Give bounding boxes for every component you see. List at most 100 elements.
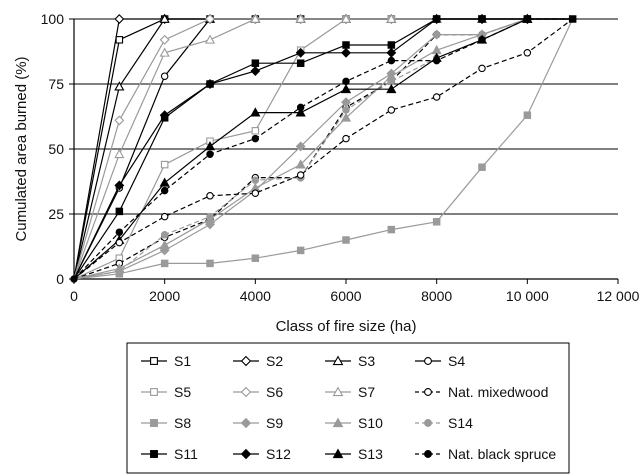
legend-item-s14: S14 bbox=[415, 415, 473, 431]
data-point bbox=[342, 236, 350, 244]
data-point bbox=[295, 141, 306, 152]
data-point bbox=[295, 13, 306, 23]
legend-box bbox=[126, 342, 570, 474]
x-tick-label: 12 000 bbox=[597, 288, 640, 304]
legend-item-nat-black-spruce: Nat. black spruce bbox=[415, 446, 556, 462]
legend-item-s3: S3 bbox=[325, 353, 375, 369]
data-point bbox=[478, 36, 486, 44]
x-tick-label: 10 000 bbox=[506, 288, 549, 304]
series-line bbox=[73, 18, 573, 280]
legend-label: S5 bbox=[174, 384, 191, 400]
legend-label: S10 bbox=[358, 415, 383, 431]
data-point bbox=[204, 34, 216, 44]
legend-item-s12: S12 bbox=[233, 446, 291, 462]
x-tick-label: 8000 bbox=[421, 288, 452, 304]
data-point bbox=[523, 15, 532, 23]
data-point bbox=[523, 49, 532, 57]
data-point bbox=[114, 14, 125, 24]
data-point bbox=[251, 127, 260, 135]
series-s12 bbox=[73, 14, 573, 280]
data-point bbox=[159, 110, 170, 121]
legend-label: S7 bbox=[358, 384, 375, 400]
data-point bbox=[478, 163, 486, 171]
y-tick-label: 0 bbox=[56, 271, 64, 287]
series-line bbox=[73, 18, 573, 280]
legend-marker bbox=[150, 357, 158, 365]
data-point bbox=[523, 111, 532, 119]
data-point bbox=[432, 218, 441, 226]
data-point bbox=[206, 212, 214, 221]
data-point bbox=[160, 72, 169, 80]
legend: S1 S2 S3 S4 S5 S6 S7 Nat. mixedwood S8 S9 S10 S14 S1… bbox=[126, 342, 570, 474]
legend-item-s6: S6 bbox=[233, 384, 283, 400]
legend-item-s1: S1 bbox=[141, 353, 191, 369]
legend-item-s10: S10 bbox=[325, 415, 383, 431]
data-point bbox=[295, 47, 306, 58]
x-axis-label: Class of fire size (ha) bbox=[276, 318, 417, 335]
y-tick-label: 75 bbox=[48, 76, 64, 92]
data-point bbox=[159, 34, 170, 45]
data-point bbox=[432, 93, 441, 101]
x-tick-label: 0 bbox=[70, 288, 78, 304]
legend-label: S14 bbox=[448, 415, 473, 431]
legend-item-s4: S4 bbox=[415, 353, 465, 369]
tick-labels: 0 2000 4000 6000 8000 10 000 12 000 0 25 50 75 100 bbox=[41, 11, 640, 304]
data-point bbox=[386, 13, 397, 23]
series-line bbox=[73, 18, 573, 280]
data-point bbox=[296, 59, 305, 67]
legend-label: S11 bbox=[174, 446, 198, 462]
data-point bbox=[115, 228, 124, 236]
series-series-16 bbox=[73, 18, 574, 280]
data-point bbox=[387, 106, 396, 114]
data-point bbox=[342, 77, 350, 86]
end-point bbox=[568, 15, 577, 23]
legend-item-s8: S8 bbox=[141, 415, 191, 431]
data-point bbox=[251, 254, 260, 262]
legend-marker bbox=[240, 355, 252, 367]
data-point bbox=[387, 225, 396, 234]
legend-label: S6 bbox=[266, 384, 283, 400]
legend-item-s13: S13 bbox=[325, 446, 383, 462]
data-point bbox=[205, 79, 215, 89]
data-point bbox=[159, 239, 170, 250]
data-point bbox=[250, 66, 261, 76]
data-point bbox=[160, 259, 169, 268]
series-line bbox=[73, 18, 574, 280]
legend-label: S1 bbox=[174, 353, 191, 369]
data-point bbox=[296, 246, 305, 255]
legend-item-s9: S9 bbox=[233, 415, 283, 431]
legend-marker bbox=[332, 417, 344, 428]
data-point bbox=[115, 267, 124, 275]
data-point bbox=[206, 150, 214, 158]
data-point bbox=[387, 56, 396, 65]
legend-marker bbox=[240, 386, 252, 398]
data-point bbox=[250, 13, 261, 23]
series-s14 bbox=[73, 15, 573, 280]
legend-marker bbox=[332, 355, 344, 366]
data-point bbox=[115, 238, 124, 247]
data-point bbox=[295, 107, 306, 117]
data-point bbox=[114, 180, 125, 191]
data-point bbox=[114, 148, 125, 159]
legend-item-s2: S2 bbox=[233, 353, 283, 369]
legend-label: S2 bbox=[266, 353, 283, 369]
data-point bbox=[160, 160, 169, 169]
data-point bbox=[340, 13, 352, 23]
origin-point bbox=[70, 275, 78, 283]
legend-marker bbox=[150, 419, 158, 427]
legend-marker bbox=[150, 388, 158, 396]
data-point bbox=[160, 212, 169, 221]
data-point bbox=[115, 36, 124, 44]
data-point bbox=[342, 41, 350, 49]
legend-marker bbox=[424, 450, 432, 458]
data-point bbox=[204, 141, 216, 151]
data-point bbox=[251, 176, 260, 184]
series-s1 bbox=[73, 15, 573, 280]
data-point bbox=[159, 177, 170, 187]
y-tick-label: 100 bbox=[41, 11, 65, 27]
data-point bbox=[387, 41, 396, 49]
legend-marker bbox=[240, 417, 252, 429]
data-point bbox=[342, 134, 350, 143]
series-s4 bbox=[73, 15, 573, 280]
